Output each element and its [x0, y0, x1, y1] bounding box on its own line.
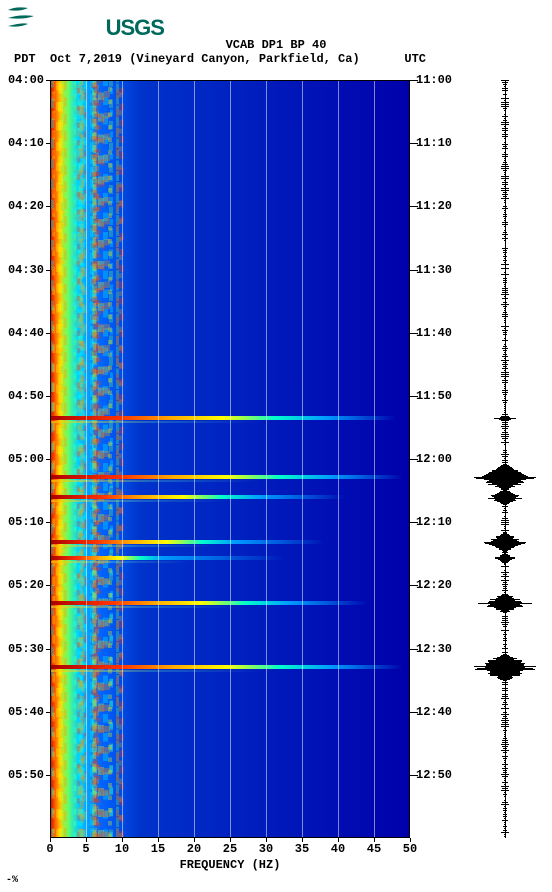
x-tick: 30: [259, 842, 273, 856]
x-tick: 5: [82, 842, 89, 856]
y-tick-right: 12:40: [416, 705, 452, 719]
y-tick-left: 04:20: [8, 199, 44, 213]
x-tick: 15: [151, 842, 165, 856]
y-tick-left: 05:30: [8, 642, 44, 656]
tz-right: UTC: [404, 52, 426, 66]
seismogram-event: [503, 612, 507, 613]
seismogram-event: [499, 419, 510, 420]
y-tick-left: 04:40: [8, 326, 44, 340]
usgs-logo: USGS: [6, 6, 164, 41]
y-tick-right: 12:30: [416, 642, 452, 656]
x-tick: 35: [295, 842, 309, 856]
y-tick-left: 04:50: [8, 389, 44, 403]
x-tick: 40: [331, 842, 345, 856]
y-tick-right: 11:00: [416, 73, 452, 87]
footer-mark: -%: [6, 875, 18, 886]
x-tick: 20: [187, 842, 201, 856]
x-tick: 10: [115, 842, 129, 856]
x-tick: 0: [46, 842, 53, 856]
y-tick-left: 05:20: [8, 578, 44, 592]
x-tick: 50: [403, 842, 417, 856]
y-tick-right: 11:50: [416, 389, 452, 403]
y-tick-left: 04:30: [8, 263, 44, 277]
x-tick: 25: [223, 842, 237, 856]
chart-title: VCAB DP1 BP 40: [0, 38, 552, 52]
tz-left: PDT: [14, 52, 36, 66]
y-tick-left: 04:10: [8, 136, 44, 150]
y-tick-right: 11:30: [416, 263, 452, 277]
plot-border: [50, 80, 410, 838]
logo-text: USGS: [106, 15, 164, 40]
seismogram-panel: [470, 80, 540, 838]
y-tick-left: 05:00: [8, 452, 44, 466]
seismogram-event: [504, 563, 506, 564]
y-tick-right: 12:10: [416, 515, 452, 529]
y-tick-right: 12:00: [416, 452, 452, 466]
y-tick-left: 05:10: [8, 515, 44, 529]
seismogram-event: [503, 504, 506, 505]
chart-subtitle: Oct 7,2019 (Vineyard Canyon, Parkfield, …: [50, 52, 360, 66]
spectrogram-plot: 04:0004:1004:2004:3004:4004:5005:0005:10…: [50, 80, 410, 838]
y-tick-left: 05:50: [8, 768, 44, 782]
x-axis-label: FREQUENCY (HZ): [50, 858, 410, 872]
y-tick-left: 05:40: [8, 705, 44, 719]
x-tick: 45: [367, 842, 381, 856]
y-tick-right: 11:10: [416, 136, 452, 150]
y-tick-right: 11:20: [416, 199, 452, 213]
seismogram-event: [503, 680, 508, 681]
y-tick-right: 12:50: [416, 768, 452, 782]
seismogram-event: [503, 551, 507, 552]
y-tick-right: 11:40: [416, 326, 452, 340]
y-tick-right: 12:20: [416, 578, 452, 592]
y-tick-left: 04:00: [8, 73, 44, 87]
